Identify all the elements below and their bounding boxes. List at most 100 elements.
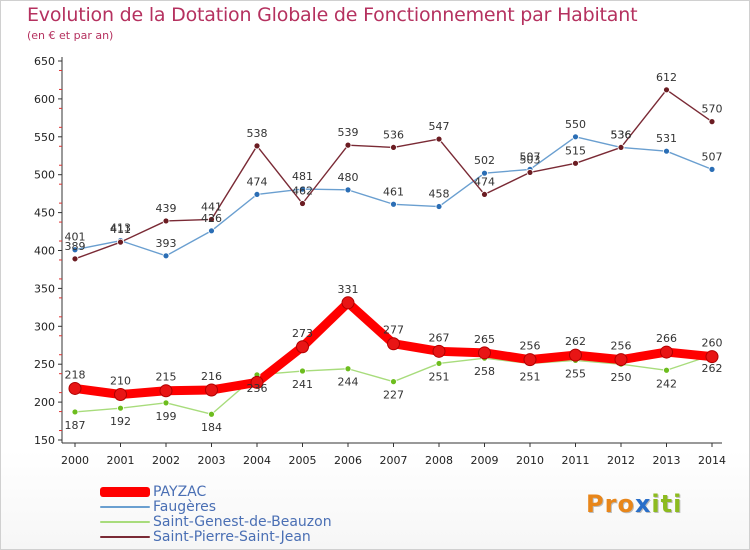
data-label: 262 xyxy=(565,335,586,348)
data-label: 503 xyxy=(520,153,541,166)
data-point xyxy=(572,133,579,141)
legend-swatch xyxy=(100,486,150,497)
data-point xyxy=(117,238,124,246)
data-label: 426 xyxy=(201,212,222,225)
x-tick-label: 2013 xyxy=(653,454,681,467)
data-point xyxy=(162,399,170,407)
data-label: 187 xyxy=(65,419,86,432)
data-label: 481 xyxy=(292,170,313,183)
y-tick-label: 200 xyxy=(34,396,55,409)
data-label: 538 xyxy=(247,127,268,140)
chart-title: Evolution de la Dotation Globale de Fonc… xyxy=(27,4,638,26)
legend-label: Saint-Pierre-Saint-Jean xyxy=(153,528,311,545)
data-label: 192 xyxy=(110,415,131,428)
data-point xyxy=(71,246,79,254)
data-point xyxy=(708,165,716,173)
data-label: 242 xyxy=(656,377,677,390)
legend-item: Saint-Pierre-Saint-Jean xyxy=(100,529,332,544)
data-label: 536 xyxy=(383,128,404,141)
data-label: 474 xyxy=(247,175,268,188)
data-label: 413 xyxy=(110,222,131,235)
chart-subtitle: (en € et par an) xyxy=(27,29,114,42)
data-label: 536 xyxy=(611,128,632,141)
y-tick-label: 650 xyxy=(34,55,55,68)
legend-swatch xyxy=(100,535,150,538)
data-label: 251 xyxy=(429,370,450,383)
y-tick-label: 600 xyxy=(34,93,55,106)
x-tick-label: 2011 xyxy=(562,454,590,467)
data-point xyxy=(299,200,306,207)
data-label: 250 xyxy=(611,371,632,384)
data-point xyxy=(569,348,582,362)
data-label: 262 xyxy=(702,362,723,375)
x-tick-label: 2009 xyxy=(471,454,499,467)
data-point xyxy=(208,410,215,418)
data-label: 461 xyxy=(383,185,404,198)
data-label: 256 xyxy=(611,340,632,353)
data-point xyxy=(344,141,352,149)
data-label: 411 xyxy=(110,223,131,236)
data-label: 210 xyxy=(110,375,131,388)
data-point xyxy=(162,217,170,225)
data-point xyxy=(208,216,215,223)
data-point xyxy=(481,169,488,177)
data-label: 277 xyxy=(383,324,404,337)
y-tick-label: 350 xyxy=(34,282,55,295)
legend-item: PAYZAC xyxy=(100,484,332,499)
x-tick-label: 2005 xyxy=(289,454,317,467)
data-label: 612 xyxy=(656,71,677,84)
y-tick-label: 450 xyxy=(34,207,55,220)
x-tick-label: 2003 xyxy=(198,454,226,467)
data-point xyxy=(114,388,127,402)
legend: PAYZAC Faugères Saint-Genest-de-Beauzon Sai… xyxy=(100,484,332,544)
y-tick-label: 150 xyxy=(34,434,55,447)
y-tick-label: 300 xyxy=(34,320,55,333)
data-label: 258 xyxy=(474,365,495,378)
data-point xyxy=(68,381,82,395)
data-point xyxy=(435,203,443,210)
data-label: 458 xyxy=(429,188,450,201)
data-point xyxy=(205,383,218,397)
data-label: 255 xyxy=(565,367,586,380)
legend-item: Saint-Genest-de-Beauzon xyxy=(100,514,332,529)
data-point xyxy=(663,366,670,374)
data-point xyxy=(344,365,352,373)
x-tick-label: 2010 xyxy=(516,454,544,467)
data-label: 273 xyxy=(292,327,313,340)
data-label: 251 xyxy=(520,370,541,383)
data-point xyxy=(481,191,488,198)
data-point xyxy=(432,344,446,358)
x-tick-label: 2000 xyxy=(61,454,89,467)
y-tick-label: 500 xyxy=(34,169,55,182)
data-label: 536 xyxy=(611,128,632,141)
data-label: 215 xyxy=(156,371,177,384)
x-tick-label: 2007 xyxy=(380,454,408,467)
x-tick-label: 2008 xyxy=(425,454,453,467)
data-point xyxy=(663,86,670,94)
proxiti-logo: Proxiti xyxy=(586,490,683,518)
data-label: 267 xyxy=(429,331,450,344)
data-label: 393 xyxy=(156,237,177,250)
x-tick-label: 2001 xyxy=(107,454,135,467)
data-point xyxy=(572,159,579,167)
data-point xyxy=(344,186,352,194)
data-point xyxy=(250,375,264,389)
data-label: 244 xyxy=(338,376,359,389)
data-point xyxy=(526,169,534,176)
data-label: 507 xyxy=(702,150,723,163)
data-point xyxy=(705,350,719,364)
data-label: 462 xyxy=(292,185,313,198)
data-label: 199 xyxy=(156,410,177,423)
x-tick-label: 2004 xyxy=(243,454,271,467)
data-label: 256 xyxy=(520,340,541,353)
data-point xyxy=(341,296,355,310)
data-label: 507 xyxy=(520,150,541,163)
data-label: 227 xyxy=(383,389,404,402)
data-point xyxy=(660,345,673,359)
x-tick-label: 2002 xyxy=(152,454,180,467)
data-point xyxy=(208,227,215,235)
data-point xyxy=(617,144,625,151)
data-label: 502 xyxy=(474,154,495,167)
legend-label: PAYZAC xyxy=(153,483,207,500)
